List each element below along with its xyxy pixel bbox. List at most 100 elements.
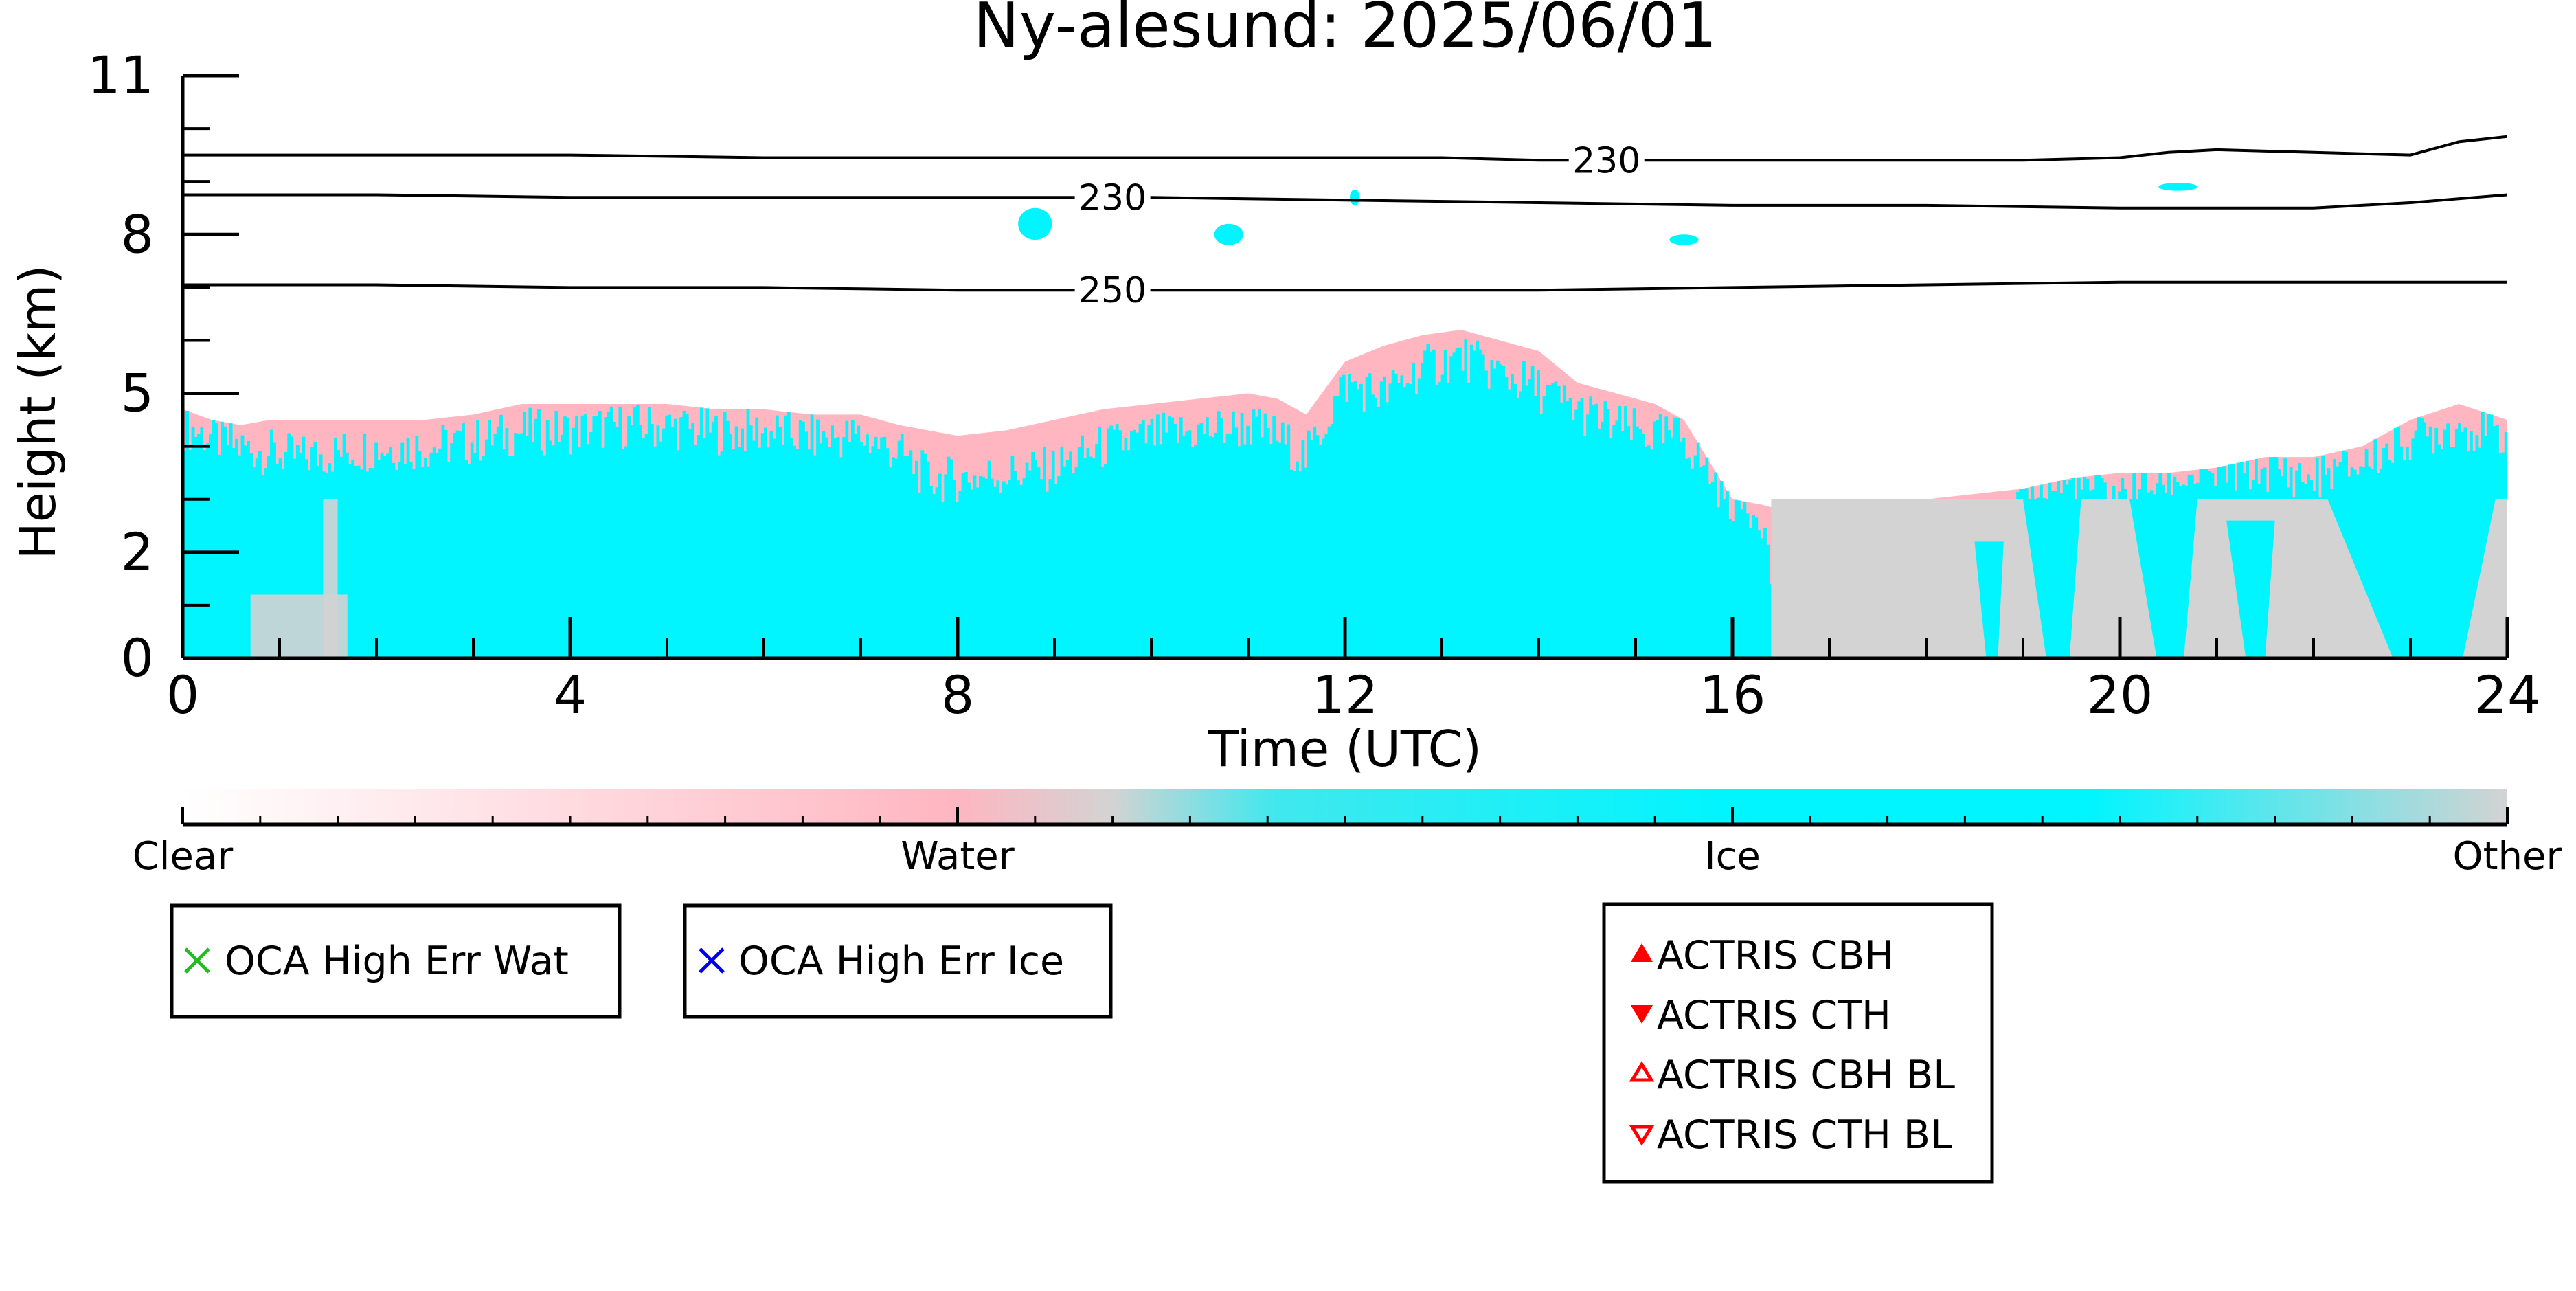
ice-column (1202, 434, 1206, 658)
ice-column (1092, 458, 1096, 658)
ice-column (339, 456, 343, 658)
ice-column (351, 460, 355, 658)
x-tick-label: 16 (1699, 664, 1766, 726)
ice-column (543, 455, 547, 658)
contour-label-bg (1074, 177, 1151, 218)
ice-column (970, 489, 974, 658)
axes: 0 2 5 8 11 0 4 8 12 16 20 24 (87, 45, 2540, 726)
ice-column (566, 418, 570, 658)
ice-column (816, 419, 820, 658)
ice-column (592, 416, 596, 658)
ice-column (1246, 425, 1250, 658)
ice-column (1557, 386, 1561, 658)
ice-column (319, 454, 323, 658)
ice-column (1592, 404, 1596, 658)
ice-column (1217, 411, 1221, 658)
ice-column (1124, 438, 1128, 658)
contour-line (183, 193, 2507, 210)
ice-column (953, 480, 956, 658)
ice-column (1620, 431, 1625, 658)
ice-column (999, 493, 1003, 658)
ice-column (1310, 440, 1313, 658)
ice-column (1383, 376, 1386, 658)
ice-column (1275, 440, 1279, 658)
contour-label: 230 (1078, 177, 1146, 218)
ice-column (1624, 406, 1627, 658)
contour-label: 250 (1078, 270, 1146, 311)
ice-column (1699, 467, 1703, 658)
ice-column (833, 438, 837, 658)
ice-column (1504, 377, 1509, 658)
ice-column (464, 460, 468, 658)
ice-column (554, 410, 558, 658)
ice-column (987, 460, 991, 658)
ice-column (1679, 441, 1683, 658)
ice-column (221, 421, 224, 658)
ice-column (662, 428, 666, 658)
ice-column (1258, 409, 1261, 658)
ice-column (635, 405, 640, 658)
ice-column (1522, 361, 1526, 658)
ice-column (984, 478, 988, 658)
ice-column (427, 466, 431, 658)
ice-column (1627, 426, 1631, 658)
ice-column (316, 465, 320, 658)
ice-column (1371, 394, 1375, 658)
ice-column (1190, 447, 1195, 658)
ice-column (1130, 431, 1133, 658)
ice-column (1658, 414, 1662, 658)
ice-column (656, 425, 660, 658)
ice-column (627, 416, 631, 658)
ice-column (1537, 370, 1540, 658)
ice-column (1353, 381, 1357, 658)
ice-column (1261, 437, 1265, 658)
ice-column (897, 440, 901, 658)
ice-column (252, 467, 256, 658)
ice-column (1214, 432, 1218, 658)
ice-column (1487, 388, 1491, 658)
ice-column (267, 456, 271, 658)
ice-column (932, 494, 936, 658)
ice-column (1046, 491, 1050, 658)
ice-column (595, 416, 599, 658)
ice-column (1351, 382, 1355, 658)
ice-column (1469, 344, 1473, 658)
ice-column (1754, 517, 1759, 658)
ice-column (412, 469, 416, 658)
contour-line (183, 135, 2507, 162)
ice-column (1136, 432, 1140, 658)
ice-patch (1214, 223, 1243, 245)
ice-column (1728, 519, 1732, 658)
ice-column (1443, 350, 1447, 658)
ice-column (772, 438, 776, 658)
ice-column (787, 412, 791, 658)
ice-column (1112, 429, 1116, 658)
ice-column (1650, 449, 1653, 658)
ice-column (1571, 419, 1575, 658)
ice-column (828, 447, 831, 658)
ice-column (545, 420, 550, 658)
ice-column (578, 447, 582, 658)
ice-column (1714, 472, 1717, 658)
ice-column (1417, 378, 1421, 658)
ice-column (490, 445, 495, 658)
ice-column (670, 426, 675, 658)
ice-curtain (2023, 499, 2081, 658)
ice-column (1722, 499, 1726, 658)
ice-column (1313, 426, 1317, 658)
ice-column (1691, 468, 1695, 658)
ice-column (892, 457, 895, 658)
ice-column (1307, 430, 1311, 658)
contour-label-bg (1568, 139, 1645, 181)
ice-column (284, 451, 288, 658)
ice-column (1702, 465, 1706, 658)
ice-column (275, 464, 280, 658)
ice-column (1115, 424, 1119, 658)
ice-column (1618, 405, 1622, 658)
ice-column (1708, 484, 1712, 658)
ice-column (915, 460, 918, 658)
ice-column (587, 444, 590, 658)
ice-column (923, 453, 927, 658)
ice-column (1656, 420, 1660, 658)
